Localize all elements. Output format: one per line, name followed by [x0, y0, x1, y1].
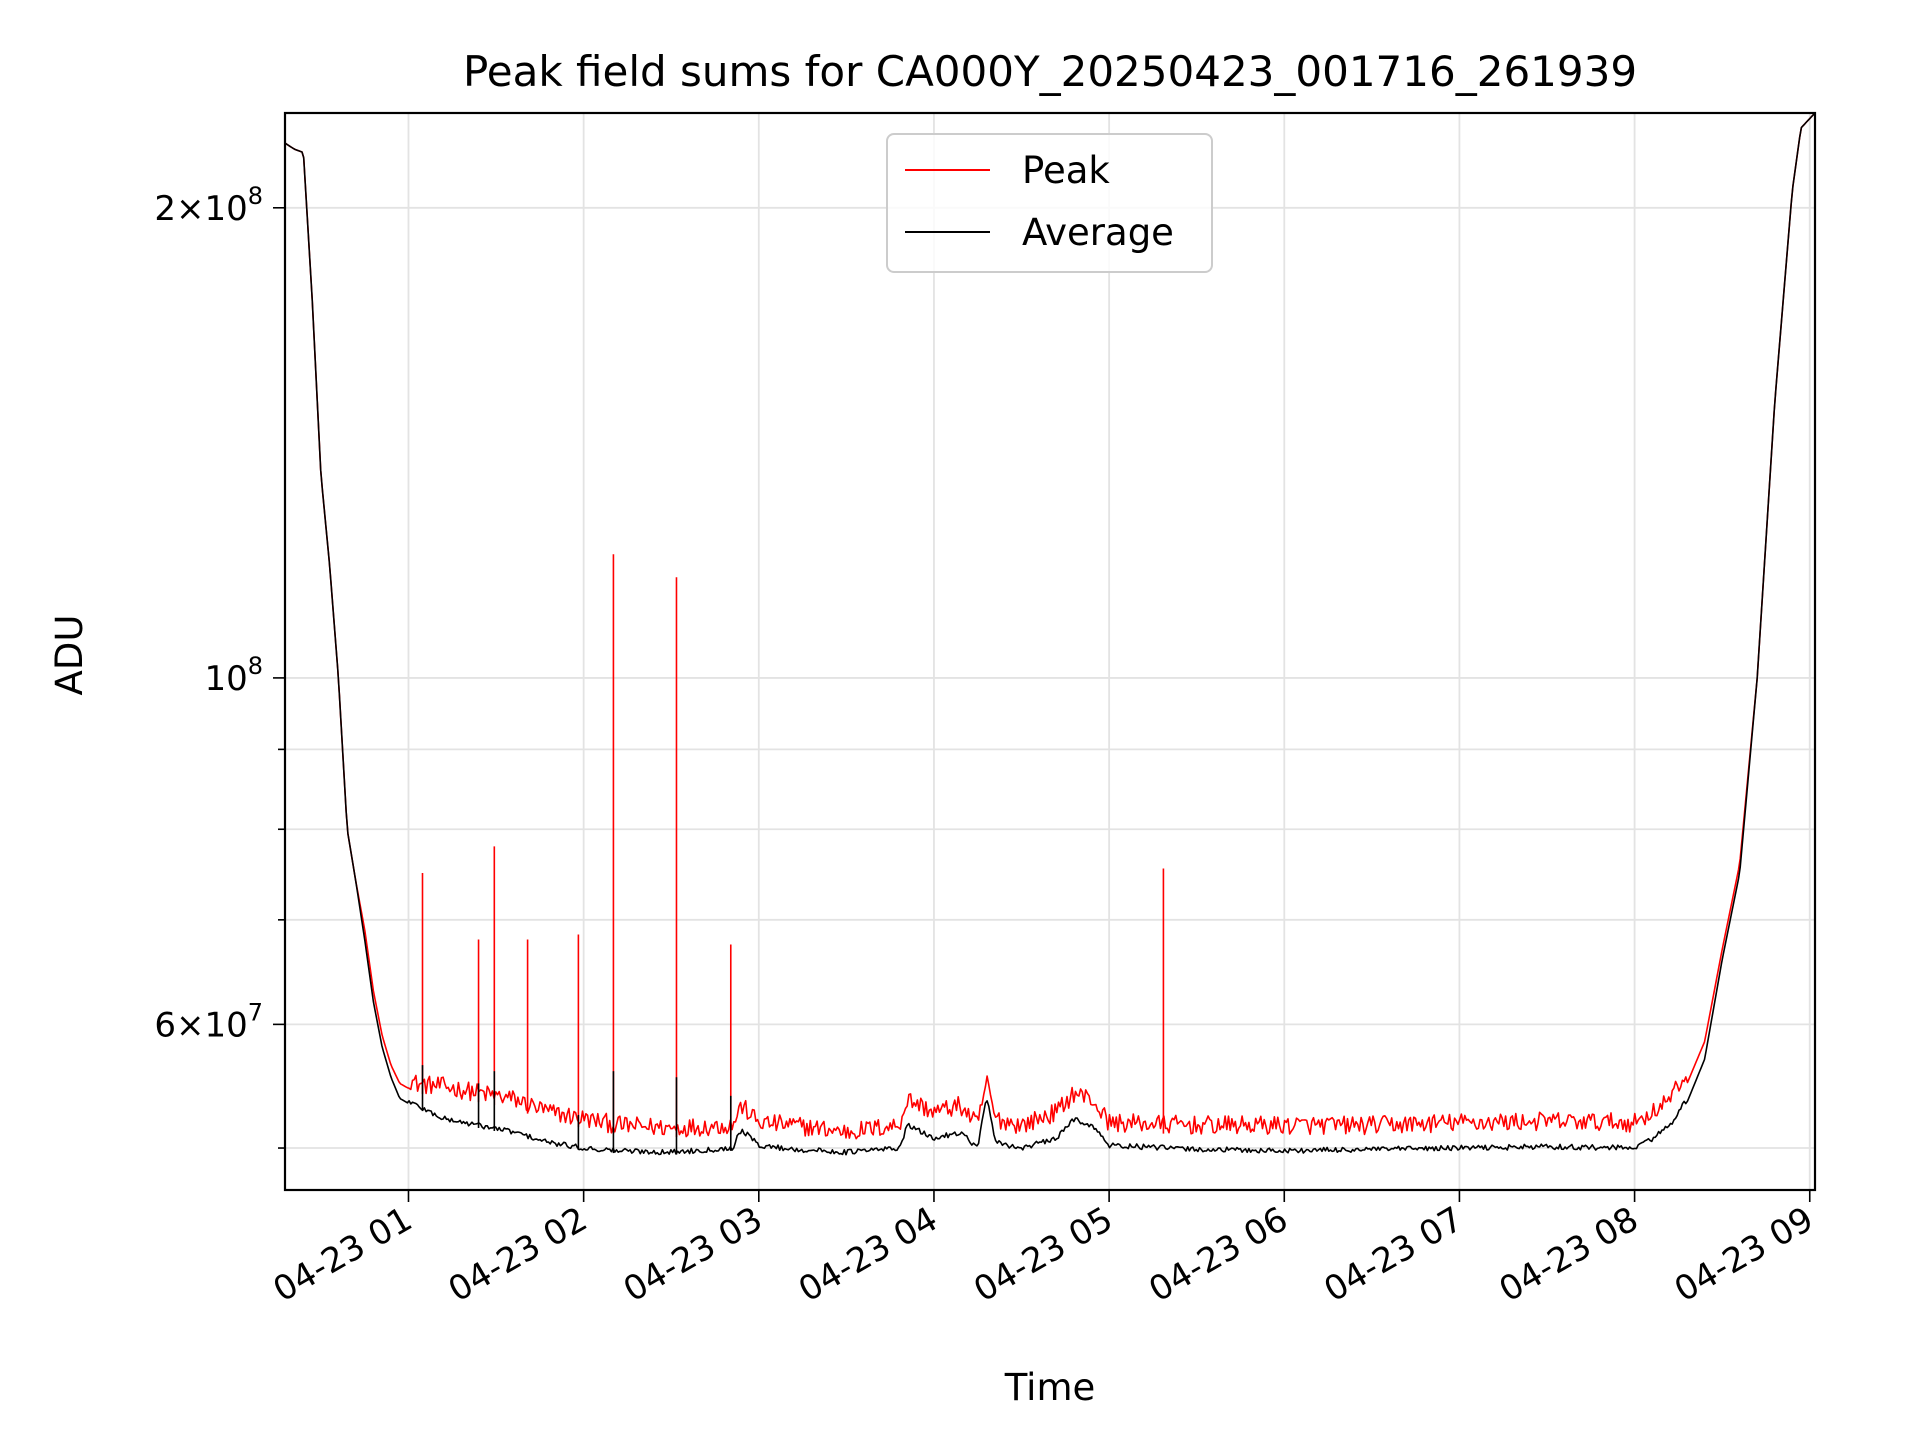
legend-average-label: Average: [1022, 211, 1174, 254]
x-tick-label: 04-23 06: [1142, 1199, 1294, 1310]
x-tick-label: 04-23 03: [617, 1199, 769, 1310]
x-tick-label: 04-23 08: [1493, 1199, 1645, 1310]
y-axis: 2×108 108 6×107: [154, 182, 285, 1149]
grid: [285, 113, 1815, 1190]
x-axis-label: Time: [1004, 1366, 1096, 1409]
x-tick-label: 04-23 04: [792, 1199, 944, 1310]
y-axis-label: ADU: [48, 615, 91, 696]
y-tick-label: 6×107: [154, 998, 263, 1045]
y-tick-label: 108: [204, 652, 263, 699]
legend-box: [886, 133, 1213, 273]
legend-peak-label: Peak: [1022, 149, 1110, 192]
x-tick-label: 04-23 01: [267, 1199, 419, 1310]
y-tick-label: 2×108: [154, 182, 263, 229]
x-tick-label: 04-23 02: [442, 1199, 594, 1310]
series-line-average: [284, 112, 1816, 1156]
x-axis: 04-23 01 04-23 02 04-23 03 04-23 04 04-23 05…: [267, 1190, 1820, 1310]
x-tick-label: 04-23 09: [1668, 1199, 1820, 1310]
chart-title: Peak field sums for CA000Y_20250423_0017…: [463, 47, 1637, 96]
x-tick-label: 04-23 05: [967, 1199, 1119, 1310]
series-line-peak: [284, 112, 1816, 1140]
plot-series: [284, 112, 1816, 1156]
legend: Peak Average: [886, 133, 1213, 273]
x-tick-label: 04-23 07: [1318, 1199, 1470, 1310]
plot-frame: [283, 111, 1817, 1192]
